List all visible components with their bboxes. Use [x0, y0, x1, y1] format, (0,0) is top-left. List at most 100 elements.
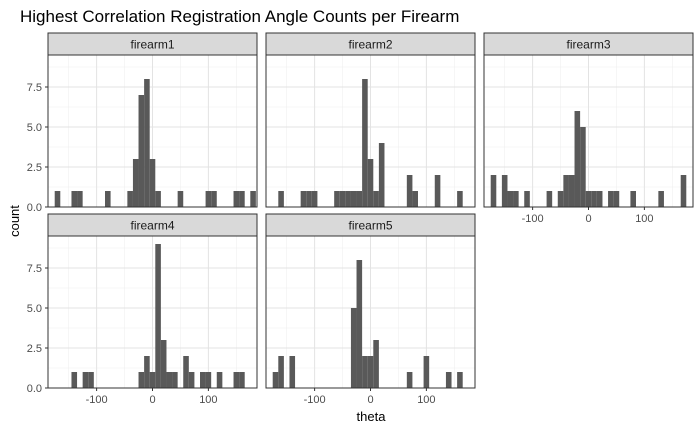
y-tick-label: 2.5: [27, 343, 42, 355]
histogram-bar: [155, 191, 161, 207]
histogram-bar: [138, 372, 145, 388]
histogram-bar: [300, 191, 307, 207]
histogram-bar: [546, 191, 553, 207]
histogram-bar: [490, 175, 497, 207]
histogram-bar: [423, 356, 430, 388]
y-tick-label: 0.0: [27, 202, 42, 214]
histogram-bar: [591, 191, 597, 207]
histogram-bar: [88, 372, 94, 388]
y-tick-label: 7.5: [27, 82, 42, 94]
histogram-bar: [457, 372, 463, 388]
histogram-bar: [205, 191, 212, 207]
histogram-bar: [596, 191, 603, 207]
histogram-bar: [406, 175, 413, 207]
facet-strip-label: firearm5: [348, 219, 392, 233]
histogram-bar: [216, 372, 223, 388]
histogram-bar: [356, 260, 363, 388]
facet-strip: [483, 32, 694, 56]
histogram-bar: [513, 191, 519, 207]
histogram-bar: [445, 372, 452, 388]
histogram-bar: [334, 191, 340, 207]
histogram-bar: [177, 191, 184, 207]
y-tick-label: 2.5: [27, 162, 42, 174]
histogram-bar: [524, 191, 530, 207]
histogram-bar: [250, 191, 256, 207]
facet-panel-firearm3: firearm3 -100 0 100: [483, 32, 694, 225]
facet-strip-label: firearm4: [130, 219, 174, 233]
facet-strip: [47, 32, 258, 56]
x-tick-label: 0: [585, 213, 591, 225]
facet-strip-label: firearm1: [130, 38, 174, 52]
histogram-bar: [350, 191, 357, 207]
histogram-bar: [172, 372, 178, 388]
facet-strip-label: firearm2: [348, 38, 392, 52]
histogram-bar: [630, 191, 636, 207]
histogram-bar: [71, 191, 78, 207]
histogram-bar: [311, 191, 318, 207]
facet-panel-firearm1: firearm1 0.0 2.5 5.0 7.5: [27, 32, 258, 214]
histogram-bar: [239, 372, 245, 388]
x-tick-label: -100: [304, 394, 326, 406]
histogram-bar: [658, 191, 664, 207]
histogram-bar: [608, 191, 614, 207]
y-tick-label: 7.5: [27, 263, 42, 275]
histogram-bar: [406, 372, 413, 388]
histogram-bar: [350, 308, 357, 388]
histogram-bar: [356, 191, 363, 207]
histogram-bar: [211, 191, 217, 207]
histogram-bar: [373, 191, 379, 207]
histogram-bar: [144, 79, 150, 207]
histogram-bar: [585, 191, 592, 207]
histogram-bar: [205, 372, 212, 388]
histogram-bar: [362, 79, 368, 207]
histogram-bar: [367, 159, 374, 207]
x-tick-label: 100: [199, 394, 217, 406]
histogram-bar: [339, 191, 346, 207]
histogram-bar: [233, 372, 240, 388]
histogram-bar: [501, 175, 508, 207]
histogram-bar: [183, 356, 189, 388]
histogram-bar: [613, 191, 620, 207]
x-tick-label: 100: [417, 394, 435, 406]
histogram-bar: [373, 340, 379, 388]
histogram-bar: [563, 175, 569, 207]
histogram-bar: [160, 340, 167, 388]
histogram-bar: [412, 191, 418, 207]
histogram-bar: [378, 143, 385, 207]
histogram-bar: [188, 372, 195, 388]
histogram-bar: [580, 127, 586, 207]
histogram-bar: [132, 159, 139, 207]
histogram-bar: [306, 191, 312, 207]
histogram-bar: [434, 175, 441, 207]
histogram-bar: [680, 175, 687, 207]
x-tick-label: -100: [522, 213, 544, 225]
histogram-bar: [367, 356, 374, 388]
y-axis-title: count: [7, 205, 22, 237]
x-tick-label: 100: [635, 213, 653, 225]
histogram-bar: [362, 356, 368, 388]
facet-panel-firearm5: firearm5 -100 0 100: [265, 213, 476, 406]
y-tick-label: 0.0: [27, 383, 42, 395]
histogram-bar: [71, 372, 78, 388]
histogram-bar: [507, 191, 514, 207]
y-tick-label: 5.0: [27, 303, 42, 315]
histogram-bar: [54, 191, 61, 207]
histogram-bar: [155, 244, 161, 388]
x-tick-label: 0: [149, 394, 155, 406]
histogram-bar: [457, 191, 463, 207]
histogram-bar: [82, 372, 89, 388]
histogram-bar: [289, 356, 296, 388]
histogram-bar: [345, 191, 351, 207]
histogram-bar: [233, 191, 240, 207]
histogram-bar: [138, 95, 145, 207]
histogram-bar: [127, 191, 133, 207]
facet-strip: [47, 213, 258, 237]
facet-panel-firearm2: firearm2: [265, 32, 476, 208]
facet-strip-label: firearm3: [566, 38, 610, 52]
facet-panel-firearm4: firearm4 0.0 2.5 5.0 7.5 -100 0 100: [27, 213, 258, 406]
facet-strip: [265, 213, 476, 237]
histogram-bar: [105, 191, 111, 207]
histogram-bar: [278, 356, 284, 388]
histogram-bar: [149, 372, 156, 388]
